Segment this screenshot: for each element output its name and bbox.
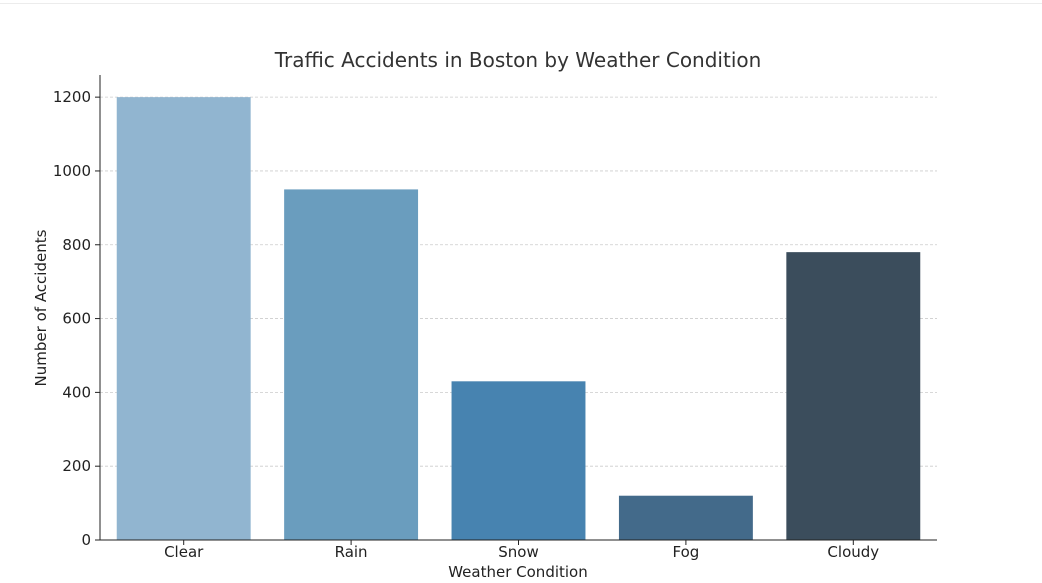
x-ticks: Clear Rain Snow Fog Cloudy [164, 540, 879, 561]
x-tick-label: Rain [335, 543, 368, 561]
bar-fog [618, 495, 753, 540]
y-tick-label: 1200 [53, 88, 91, 106]
y-tick-label: 200 [62, 457, 91, 475]
bar-clear [116, 97, 251, 541]
bar-snow [451, 381, 586, 540]
x-tick-label: Snow [498, 543, 538, 561]
y-tick-label: 400 [62, 383, 91, 401]
y-tick-label: 1000 [53, 162, 91, 180]
y-ticks: 0 200 400 600 800 1000 1200 [53, 88, 100, 549]
top-divider [0, 3, 1042, 4]
x-tick-label: Cloudy [827, 543, 879, 561]
x-tick-label: Clear [164, 543, 204, 561]
x-axis-label: Weather Condition [448, 563, 588, 581]
bar-cloudy [786, 252, 921, 540]
y-tick-label: 0 [81, 531, 91, 549]
bar-rain [284, 189, 419, 540]
y-axis-label: Number of Accidents [32, 229, 50, 386]
y-tick-label: 600 [62, 310, 91, 328]
y-tick-label: 800 [62, 236, 91, 254]
bars [116, 97, 921, 541]
chart-title: Traffic Accidents in Boston by Weather C… [274, 48, 762, 72]
x-tick-label: Fog [673, 543, 700, 561]
